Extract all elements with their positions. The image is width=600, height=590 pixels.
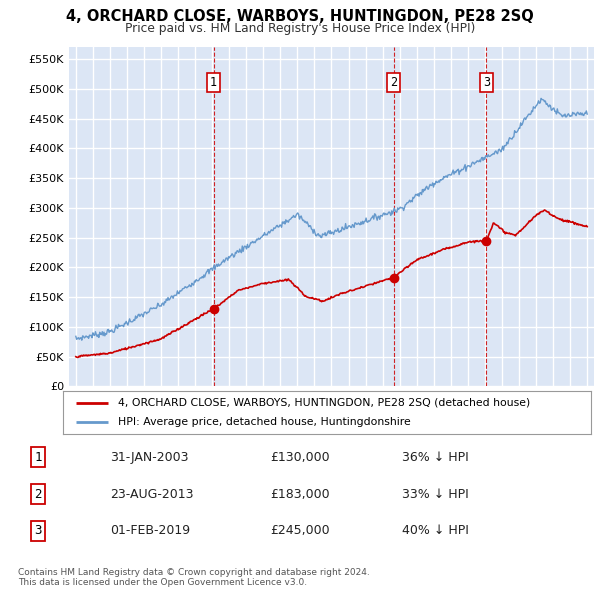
Text: £183,000: £183,000 [270,487,330,501]
Text: HPI: Average price, detached house, Huntingdonshire: HPI: Average price, detached house, Hunt… [118,417,411,427]
Text: 4, ORCHARD CLOSE, WARBOYS, HUNTINGDON, PE28 2SQ (detached house): 4, ORCHARD CLOSE, WARBOYS, HUNTINGDON, P… [118,398,530,408]
Text: 36% ↓ HPI: 36% ↓ HPI [402,451,469,464]
Text: Contains HM Land Registry data © Crown copyright and database right 2024.
This d: Contains HM Land Registry data © Crown c… [18,568,370,587]
Text: 40% ↓ HPI: 40% ↓ HPI [402,525,469,537]
Text: 3: 3 [483,77,490,90]
Text: £130,000: £130,000 [270,451,330,464]
Text: 3: 3 [34,525,42,537]
Text: 33% ↓ HPI: 33% ↓ HPI [402,487,469,501]
Text: 2: 2 [34,487,42,501]
Text: 2: 2 [390,77,397,90]
Text: 23-AUG-2013: 23-AUG-2013 [110,487,193,501]
Text: 31-JAN-2003: 31-JAN-2003 [110,451,188,464]
Text: Price paid vs. HM Land Registry's House Price Index (HPI): Price paid vs. HM Land Registry's House … [125,22,475,35]
Text: 01-FEB-2019: 01-FEB-2019 [110,525,190,537]
Text: 4, ORCHARD CLOSE, WARBOYS, HUNTINGDON, PE28 2SQ: 4, ORCHARD CLOSE, WARBOYS, HUNTINGDON, P… [66,9,534,24]
Text: 1: 1 [34,451,42,464]
Text: 1: 1 [210,77,217,90]
Text: £245,000: £245,000 [270,525,330,537]
